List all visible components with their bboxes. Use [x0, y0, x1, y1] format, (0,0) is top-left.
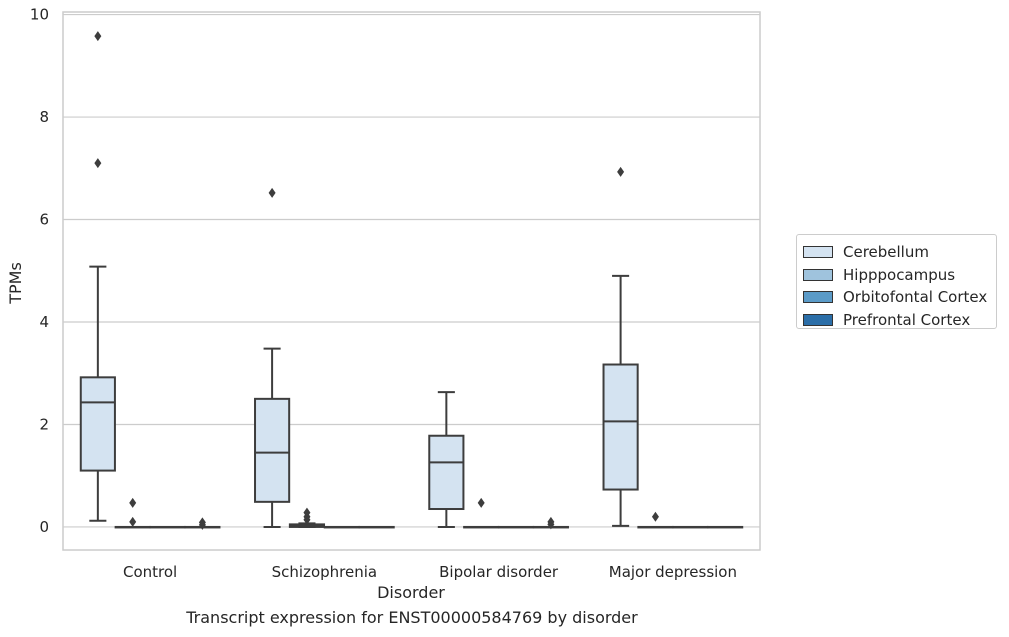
y-axis-label: TPMs [6, 262, 25, 305]
box-plot-marks [79, 31, 744, 530]
box-1-2 [254, 187, 291, 528]
legend-swatch [803, 268, 833, 281]
legend-label: Hipppocampus [843, 265, 956, 284]
y-tick-label: 8 [39, 108, 49, 126]
box-body [79, 376, 116, 472]
legend-swatch [803, 246, 833, 258]
chart-caption: Transcript expression for ENST0000058476… [186, 608, 638, 627]
outlier-point [268, 187, 276, 198]
x-tick-labels: Control Schizophrenia Bipolar disorder Majo… [123, 563, 737, 581]
box-body [602, 363, 639, 491]
outlier-point [129, 497, 137, 508]
outlier-point [477, 497, 485, 508]
grid-lines [63, 13, 760, 528]
box-1-4 [602, 166, 639, 527]
x-tick-label: Major depression [609, 563, 737, 581]
x-tick-label: Control [123, 563, 177, 581]
y-tick-label: 0 [39, 518, 49, 536]
legend: Cerebellum Hipppocampus Orbitofontal Corte… [796, 234, 997, 329]
legend-swatch [803, 291, 833, 303]
y-tick-label: 10 [30, 6, 49, 24]
box-4-4 [707, 525, 744, 529]
y-tick-labels: 0 2 4 6 8 10 [30, 6, 49, 536]
legend-label: Prefrontal Cortex [843, 310, 971, 329]
legend-item: Prefrontal Cortex [803, 309, 970, 331]
box-2-3 [463, 497, 500, 529]
box-3-2 [323, 525, 360, 529]
box-2-4 [637, 511, 674, 529]
box-body [254, 397, 291, 503]
outlier-point [651, 511, 659, 522]
box-1-3 [428, 391, 465, 528]
outlier-point [303, 507, 311, 518]
box-4-3 [532, 516, 569, 530]
outlier-point [547, 516, 555, 527]
y-tick-label: 2 [39, 415, 49, 433]
x-tick-label: Schizophrenia [272, 563, 377, 581]
box-2-1 [114, 497, 151, 529]
legend-label: Cerebellum [843, 243, 929, 261]
box-1-1 [79, 31, 116, 522]
outlier-point [198, 517, 206, 528]
y-tick-label: 4 [39, 313, 49, 331]
box-3-4 [672, 525, 709, 529]
box-4-1 [184, 517, 221, 530]
plot-frame [62, 11, 761, 551]
outlier-point [617, 166, 625, 177]
box-body [428, 434, 465, 511]
x-axis-label: Disorder [377, 583, 445, 602]
box-2-2 [288, 507, 326, 528]
legend-item: Hipppocampus [803, 264, 955, 286]
legend-item: Orbitofontal Cortex [803, 286, 987, 308]
outlier-point [129, 516, 137, 527]
legend-item: Cerebellum [803, 241, 929, 263]
x-tick-label: Bipolar disorder [439, 563, 559, 581]
legend-swatch [803, 313, 833, 326]
y-tick-label: 6 [39, 211, 49, 229]
outlier-point [94, 31, 102, 42]
box-3-1 [149, 525, 186, 529]
legend-label: Orbitofontal Cortex [843, 288, 988, 306]
box-3-3 [497, 525, 535, 529]
outlier-point [94, 158, 102, 169]
box-4-2 [358, 525, 395, 529]
